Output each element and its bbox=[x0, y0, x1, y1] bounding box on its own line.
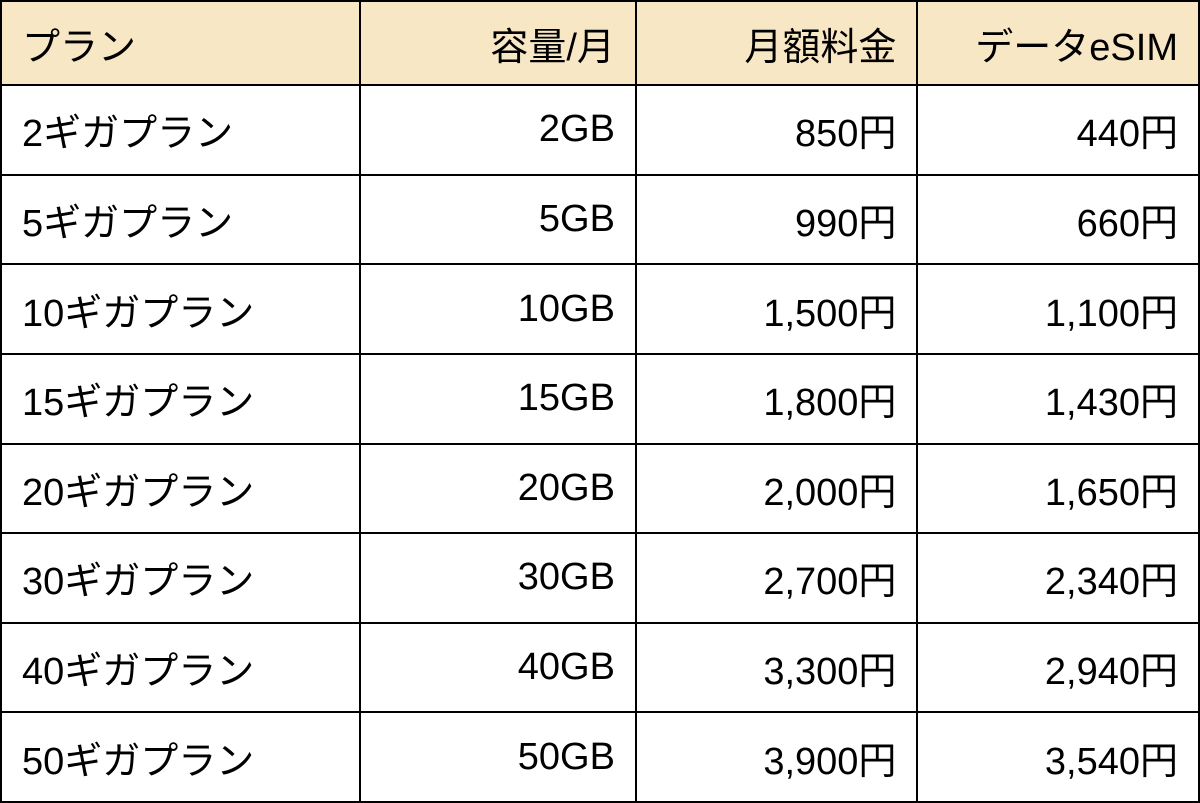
cell-capacity: 2GB bbox=[360, 85, 636, 175]
header-esim: データeSIM bbox=[917, 1, 1199, 85]
cell-plan: 2ギガプラン bbox=[1, 85, 360, 175]
cell-price: 1,500円 bbox=[636, 264, 918, 354]
cell-esim: 1,100円 bbox=[917, 264, 1199, 354]
cell-price: 2,000円 bbox=[636, 444, 918, 534]
table-row: 2ギガプラン 2GB 850円 440円 bbox=[1, 85, 1199, 175]
header-price: 月額料金 bbox=[636, 1, 918, 85]
cell-esim: 3,540円 bbox=[917, 712, 1199, 802]
cell-plan: 20ギガプラン bbox=[1, 444, 360, 534]
cell-plan: 40ギガプラン bbox=[1, 623, 360, 713]
table-row: 15ギガプラン 15GB 1,800円 1,430円 bbox=[1, 354, 1199, 444]
cell-plan: 15ギガプラン bbox=[1, 354, 360, 444]
table-row: 10ギガプラン 10GB 1,500円 1,100円 bbox=[1, 264, 1199, 354]
table-row: 20ギガプラン 20GB 2,000円 1,650円 bbox=[1, 444, 1199, 534]
cell-plan: 10ギガプラン bbox=[1, 264, 360, 354]
cell-price: 3,900円 bbox=[636, 712, 918, 802]
pricing-table: プラン 容量/月 月額料金 データeSIM 2ギガプラン 2GB 850円 44… bbox=[0, 0, 1200, 803]
table-header-row: プラン 容量/月 月額料金 データeSIM bbox=[1, 1, 1199, 85]
cell-esim: 2,940円 bbox=[917, 623, 1199, 713]
cell-capacity: 5GB bbox=[360, 175, 636, 265]
table-row: 5ギガプラン 5GB 990円 660円 bbox=[1, 175, 1199, 265]
header-plan: プラン bbox=[1, 1, 360, 85]
cell-capacity: 20GB bbox=[360, 444, 636, 534]
cell-capacity: 10GB bbox=[360, 264, 636, 354]
cell-price: 2,700円 bbox=[636, 533, 918, 623]
table-row: 30ギガプラン 30GB 2,700円 2,340円 bbox=[1, 533, 1199, 623]
cell-price: 990円 bbox=[636, 175, 918, 265]
header-capacity: 容量/月 bbox=[360, 1, 636, 85]
cell-capacity: 50GB bbox=[360, 712, 636, 802]
cell-plan: 30ギガプラン bbox=[1, 533, 360, 623]
cell-plan: 50ギガプラン bbox=[1, 712, 360, 802]
cell-capacity: 30GB bbox=[360, 533, 636, 623]
cell-price: 1,800円 bbox=[636, 354, 918, 444]
cell-price: 3,300円 bbox=[636, 623, 918, 713]
table-header: プラン 容量/月 月額料金 データeSIM bbox=[1, 1, 1199, 85]
cell-esim: 1,430円 bbox=[917, 354, 1199, 444]
cell-price: 850円 bbox=[636, 85, 918, 175]
cell-capacity: 40GB bbox=[360, 623, 636, 713]
cell-capacity: 15GB bbox=[360, 354, 636, 444]
cell-esim: 1,650円 bbox=[917, 444, 1199, 534]
pricing-table-container: プラン 容量/月 月額料金 データeSIM 2ギガプラン 2GB 850円 44… bbox=[0, 0, 1200, 803]
table-row: 50ギガプラン 50GB 3,900円 3,540円 bbox=[1, 712, 1199, 802]
cell-esim: 2,340円 bbox=[917, 533, 1199, 623]
table-row: 40ギガプラン 40GB 3,300円 2,940円 bbox=[1, 623, 1199, 713]
table-body: 2ギガプラン 2GB 850円 440円 5ギガプラン 5GB 990円 660… bbox=[1, 85, 1199, 802]
cell-esim: 440円 bbox=[917, 85, 1199, 175]
cell-plan: 5ギガプラン bbox=[1, 175, 360, 265]
cell-esim: 660円 bbox=[917, 175, 1199, 265]
